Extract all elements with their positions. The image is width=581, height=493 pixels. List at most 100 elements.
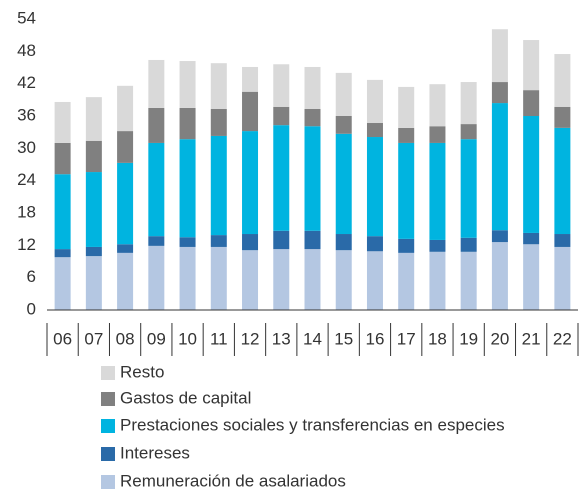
bar-segment <box>273 230 290 250</box>
bar-segment <box>366 251 383 310</box>
bar-segment <box>148 59 165 108</box>
bar-segment <box>242 91 259 132</box>
bar-segment <box>179 107 196 140</box>
bar-segment <box>273 125 290 231</box>
bar-segment <box>54 249 71 258</box>
legend-swatch <box>101 419 115 433</box>
bar-segment <box>85 97 102 141</box>
bar-segment <box>398 238 415 253</box>
bar-segment <box>304 249 321 310</box>
bar-segment <box>366 123 383 138</box>
bar-segment <box>491 230 508 243</box>
bar-segment <box>210 235 227 247</box>
bar-segment <box>554 234 571 247</box>
bar-segment <box>304 66 321 109</box>
legend-swatch <box>101 392 115 406</box>
y-tick-label: 18 <box>17 202 36 221</box>
bar-segment <box>304 108 321 127</box>
y-tick-label: 0 <box>27 299 36 318</box>
bar-segment <box>85 172 102 247</box>
x-tick-label: 19 <box>459 329 478 348</box>
bar-segment <box>429 239 446 252</box>
legend-swatch <box>101 366 115 380</box>
bar-segment <box>366 236 383 252</box>
x-tick-label: 22 <box>553 329 572 348</box>
bar-segment <box>554 127 571 235</box>
bar-segment <box>554 106 571 128</box>
bar-segment <box>85 246 102 257</box>
bar-segment <box>304 230 321 250</box>
x-tick-label: 17 <box>397 329 416 348</box>
bar-segment <box>85 256 102 310</box>
bar-segment <box>117 252 134 310</box>
x-tick-label: 12 <box>241 329 260 348</box>
bar-segment <box>491 242 508 310</box>
bar-segment <box>242 250 259 310</box>
legend-label: Remuneración de asalariados <box>120 471 346 490</box>
bar-segment <box>85 140 102 173</box>
x-tick-label: 07 <box>84 329 103 348</box>
legend-label: Resto <box>120 362 164 381</box>
x-tick-label: 18 <box>428 329 447 348</box>
bar-segment <box>54 174 71 250</box>
bar-segment <box>179 61 196 108</box>
bar-segment <box>398 142 415 239</box>
x-tick-label: 21 <box>522 329 541 348</box>
bar-segment <box>366 79 383 124</box>
bar-segment <box>460 82 477 125</box>
bar-segment <box>148 107 165 143</box>
y-tick-label: 42 <box>17 73 36 92</box>
bar-segment <box>398 86 415 128</box>
bar-segment <box>460 251 477 310</box>
bar-segment <box>273 64 290 107</box>
y-tick-label: 48 <box>17 41 36 60</box>
bar-segment <box>460 237 477 252</box>
bar-segment <box>523 232 540 245</box>
bar-segment <box>335 116 352 134</box>
y-tick-label: 6 <box>27 267 36 286</box>
bar-segment <box>398 127 415 143</box>
bar-segment <box>491 29 508 83</box>
x-tick-label: 06 <box>53 329 72 348</box>
y-tick-label: 24 <box>17 170 36 189</box>
x-tick-label: 14 <box>303 329 322 348</box>
bar-segment <box>210 108 227 136</box>
bar-segment <box>429 251 446 310</box>
bar-segment <box>148 245 165 310</box>
bar-segment <box>117 85 134 132</box>
legend-label: Prestaciones sociales y transferencias e… <box>120 415 505 434</box>
bar-segment <box>148 236 165 246</box>
bar-segment <box>429 142 446 240</box>
bar-segment <box>273 249 290 310</box>
bar-segment <box>273 106 290 126</box>
legend-label: Gastos de capital <box>120 388 251 407</box>
x-tick-label: 13 <box>272 329 291 348</box>
bar-segment <box>523 40 540 91</box>
bar-segment <box>179 237 196 247</box>
legend-label: Intereses <box>120 443 190 462</box>
bar-segment <box>117 131 134 163</box>
bar-segment <box>117 162 134 245</box>
y-tick-label: 12 <box>17 235 36 254</box>
bar-segment <box>429 84 446 127</box>
x-tick-label: 16 <box>366 329 385 348</box>
bar-segment <box>148 142 165 237</box>
bar-segment <box>117 244 134 253</box>
y-tick-label: 30 <box>17 138 36 157</box>
bar-segment <box>429 126 446 143</box>
x-tick-label: 08 <box>116 329 135 348</box>
bar-segment <box>210 135 227 236</box>
bar-segment <box>460 139 477 238</box>
bar-segment <box>54 257 71 310</box>
bar-segment <box>523 244 540 310</box>
bar-segment <box>210 63 227 109</box>
x-tick-label: 11 <box>210 329 228 348</box>
legend-swatch <box>101 475 115 489</box>
x-tick-label: 20 <box>490 329 509 348</box>
bar-segment <box>54 101 71 143</box>
x-tick-label: 10 <box>178 329 197 348</box>
bar-segment <box>335 133 352 235</box>
bar-segment <box>242 234 259 251</box>
bar-segment <box>179 246 196 310</box>
